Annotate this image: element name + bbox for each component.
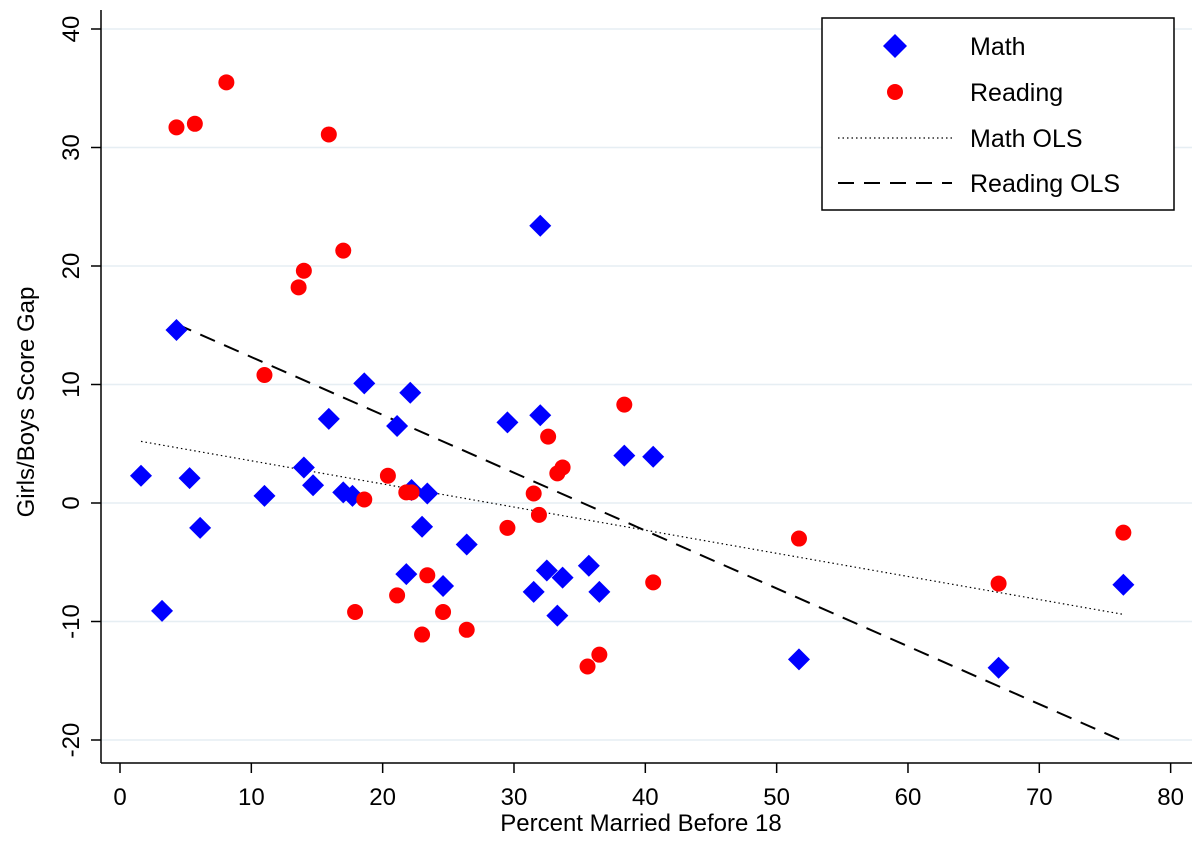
reading-point <box>579 658 596 675</box>
math-point <box>522 580 545 603</box>
math-point <box>395 563 418 586</box>
reading-point <box>320 126 337 143</box>
reading-point <box>540 428 557 445</box>
reading-point <box>645 574 662 591</box>
legend-label: Math OLS <box>970 125 1083 153</box>
math-point <box>588 580 611 603</box>
legend-math-marker <box>883 34 907 58</box>
x-tick-label: 20 <box>369 784 396 811</box>
axes: 0 10 20 30 40 50 60 70 80 -20 -10 0 10 20 30 40 <box>58 10 1192 811</box>
y-tick-label: 10 <box>58 371 85 398</box>
reading-point <box>414 626 431 643</box>
reading-point <box>218 74 235 91</box>
y-tick-label: -10 <box>58 604 85 639</box>
gridlines <box>101 28 1192 741</box>
math-point <box>292 456 315 479</box>
reading-point <box>419 567 436 584</box>
reading-point <box>347 604 364 621</box>
x-tick-label: 0 <box>113 784 126 811</box>
reading-point <box>790 530 807 547</box>
x-tick-label: 30 <box>501 784 528 811</box>
reading-point <box>990 575 1007 592</box>
reading-point <box>335 242 352 259</box>
math-point <box>130 464 153 487</box>
math-ols-line <box>140 440 1124 615</box>
legend-box <box>821 17 1175 211</box>
reading-point <box>499 519 516 536</box>
math-point <box>546 604 569 627</box>
math-point <box>577 554 600 577</box>
math-point <box>535 559 558 582</box>
reading-point <box>403 484 420 501</box>
math-point <box>455 533 478 556</box>
reading-ols-line <box>176 323 1124 743</box>
x-tick-label: 60 <box>895 784 922 811</box>
x-tick-label: 70 <box>1026 784 1053 811</box>
reading-point <box>435 604 452 621</box>
x-axis-title: Percent Married Before 18 <box>500 810 781 837</box>
legend-label: Reading OLS <box>970 170 1120 198</box>
reading-point <box>256 367 273 384</box>
math-point <box>178 467 201 490</box>
math-point <box>787 648 810 671</box>
reading-point <box>616 396 633 413</box>
math-point <box>302 474 325 497</box>
math-point <box>642 445 665 468</box>
x-tick-label: 10 <box>238 784 265 811</box>
x-tick-label: 40 <box>632 784 659 811</box>
math-point <box>399 381 422 404</box>
math-point <box>529 214 552 237</box>
x-tick-label: 50 <box>763 784 790 811</box>
reading-point <box>591 646 608 663</box>
math-point <box>432 574 455 597</box>
math-point <box>253 484 276 507</box>
legend-reading-marker <box>887 84 903 100</box>
fit-lines <box>140 323 1124 743</box>
reading-point <box>186 115 203 132</box>
reading-point <box>379 467 396 484</box>
math-point <box>613 444 636 467</box>
reading-point <box>1115 524 1132 541</box>
data-points <box>130 74 1135 679</box>
reading-point <box>295 262 312 279</box>
reading-point <box>168 119 185 136</box>
math-point <box>1112 573 1135 596</box>
math-point <box>317 407 340 430</box>
math-point <box>189 516 212 539</box>
reading-point <box>554 459 571 476</box>
reading-point <box>525 485 542 502</box>
y-tick-label: 20 <box>58 253 85 280</box>
legend: Math Reading Math OLS Reading OLS <box>821 17 1175 211</box>
math-point <box>353 372 376 395</box>
math-point <box>165 318 188 341</box>
y-tick-label: 0 <box>58 496 85 509</box>
reading-point <box>458 621 475 638</box>
reading-point <box>389 587 406 604</box>
y-axis-title: Girls/Boys Score Gap <box>13 287 40 518</box>
y-tick-label: 40 <box>58 16 85 43</box>
legend-label: Reading <box>970 79 1063 107</box>
math-point <box>496 411 519 434</box>
math-point <box>551 566 574 589</box>
math-point <box>416 482 439 505</box>
legend-label: Math <box>970 33 1026 61</box>
y-tick-label: 30 <box>58 134 85 161</box>
math-point <box>529 404 552 427</box>
reading-point <box>356 491 373 508</box>
math-point <box>411 515 434 538</box>
math-point <box>151 599 174 622</box>
reading-point <box>290 279 307 296</box>
math-point <box>386 414 409 437</box>
y-tick-label: -20 <box>58 723 85 758</box>
x-tick-label: 80 <box>1157 784 1184 811</box>
reading-point <box>530 506 547 523</box>
math-point <box>987 656 1010 679</box>
